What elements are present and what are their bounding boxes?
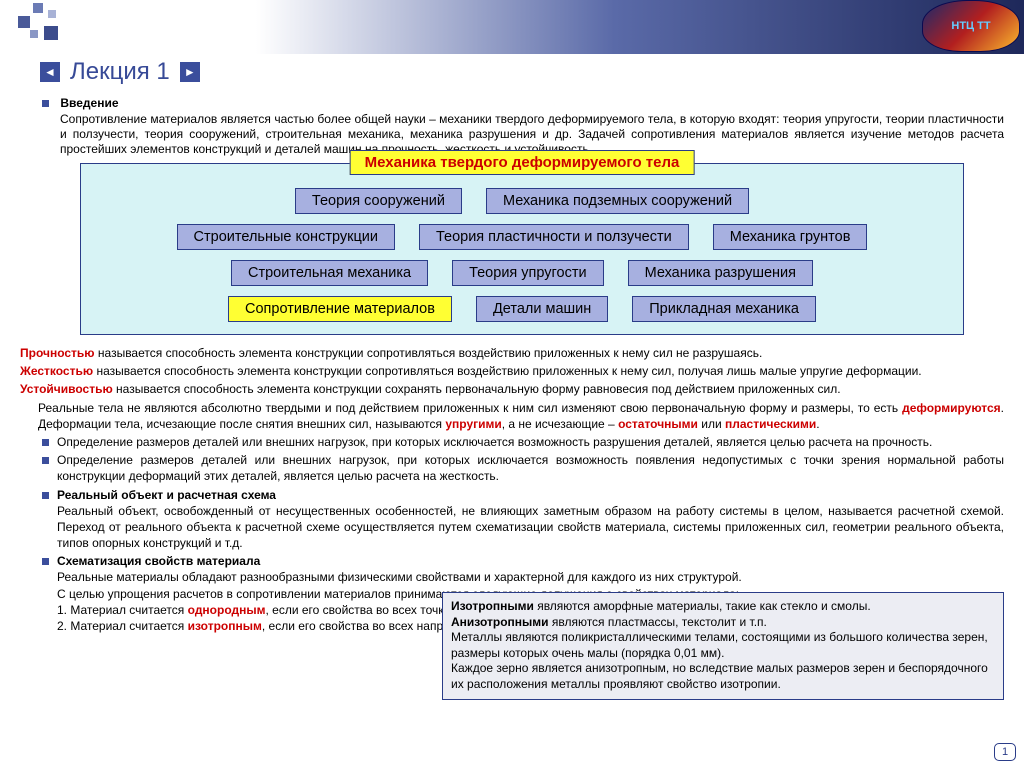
callout-l3: Металлы являются поликристаллическими те… xyxy=(451,630,988,660)
decor-square xyxy=(30,30,38,38)
diagram-title: Механика твердого деформируемого тела xyxy=(350,150,695,175)
page-title: Лекция 1 xyxy=(70,58,170,86)
decor-square xyxy=(48,10,56,18)
callout-l4: Каждое зерно является анизотропным, но в… xyxy=(451,661,988,691)
diagram-box: Механика разрушения xyxy=(628,260,813,286)
bullet-strength-calc: Определение размеров деталей или внешних… xyxy=(20,434,1004,450)
b4-head: Схематизация свойств материала xyxy=(57,554,260,568)
diagram-box: Строительные конструкции xyxy=(177,224,395,250)
b3-head: Реальный объект и расчетная схема xyxy=(57,488,276,502)
term-elastic: упругими xyxy=(445,417,501,431)
callout-term-iso: Изотропными xyxy=(451,599,534,613)
bullet-icon xyxy=(42,457,49,464)
diagram-row: Сопротивление материалов Детали машин Прик… xyxy=(95,296,949,322)
content-area: Введение Сопротивление материалов являет… xyxy=(20,96,1004,634)
bullet-2-text: Определение размеров деталей или внешних… xyxy=(57,452,1004,484)
diagram-box: Сопротивление материалов xyxy=(228,296,452,322)
diagram-box: Теория пластичности и ползучести xyxy=(419,224,689,250)
diagram-box: Механика грунтов xyxy=(713,224,868,250)
callout-l1: являются аморфные материалы, такие как с… xyxy=(534,599,871,613)
diagram-container: Механика твердого деформируемого тела Те… xyxy=(80,163,964,335)
b4-l4a: 2. Материал считается xyxy=(57,619,188,633)
d4-e: , а не исчезающие – xyxy=(502,417,618,431)
diagram-box: Теория упругости xyxy=(452,260,604,286)
logo-badge: НТЦ ТТ xyxy=(922,0,1020,52)
bullet-icon xyxy=(42,558,49,565)
intro-heading: Введение xyxy=(60,96,118,110)
bullet-3-text: Реальный объект и расчетная схема Реальн… xyxy=(57,487,1004,552)
b3-body: Реальный объект, освобожденный от несуще… xyxy=(57,504,1004,550)
callout-l2: являются пластмассы, текстолит и т.п. xyxy=(549,615,767,629)
diagram-row: Строительные конструкции Теория пластично… xyxy=(95,224,949,250)
diagram-row: Строительная механика Теория упругости Мех… xyxy=(95,260,949,286)
term-rigidity: Жесткостью xyxy=(20,364,93,378)
bullet-icon xyxy=(42,100,49,107)
bullet-rigidity-calc: Определение размеров деталей или внешних… xyxy=(20,452,1004,484)
def-strength-text: называется способность элемента конструк… xyxy=(95,346,763,360)
decor-square xyxy=(33,3,43,13)
bullet-1-text: Определение размеров деталей или внешних… xyxy=(57,434,1004,450)
term-stability: Устойчивостью xyxy=(20,382,113,396)
diagram-row: Теория сооружений Механика подземных соор… xyxy=(95,188,949,214)
def-stability-text: называется способность элемента конструк… xyxy=(113,382,841,396)
d4-i: . xyxy=(816,417,819,431)
page-number: 1 xyxy=(994,743,1016,761)
def-deformation: Реальные тела не являются абсолютно твер… xyxy=(20,400,1004,432)
diagram-box: Детали машин xyxy=(476,296,608,322)
callout-term-aniso: Анизотропными xyxy=(451,615,549,629)
d4-g: или xyxy=(698,417,725,431)
term-deform: деформируются xyxy=(902,401,1001,415)
def-stability: Устойчивостью называется способность эле… xyxy=(20,381,1004,397)
top-gradient-band: НТЦ ТТ xyxy=(0,0,1024,54)
d4-a: Реальные тела не являются абсолютно твер… xyxy=(38,401,902,415)
def-rigidity: Жесткостью называется способность элемен… xyxy=(20,363,1004,379)
diagram-box: Теория сооружений xyxy=(295,188,462,214)
prev-slide-button[interactable]: ◄ xyxy=(40,62,60,82)
diagram-box: Механика подземных сооружений xyxy=(486,188,749,214)
b4-l1: Реальные материалы обладают разнообразны… xyxy=(57,570,742,584)
term-isotropic: изотропным xyxy=(188,619,262,633)
bullet-icon xyxy=(42,439,49,446)
term-residual: остаточными xyxy=(618,417,698,431)
decor-square xyxy=(18,16,30,28)
bullet-real-object: Реальный объект и расчетная схема Реальн… xyxy=(20,487,1004,552)
diagram-rows: Теория сооружений Механика подземных соор… xyxy=(95,188,949,322)
diagram-box: Прикладная механика xyxy=(632,296,816,322)
b4-l3a: 1. Материал считается xyxy=(57,603,188,617)
def-strength: Прочностью называется способность элемен… xyxy=(20,345,1004,361)
diagram-box: Строительная механика xyxy=(231,260,428,286)
intro-heading-row: Введение xyxy=(20,96,1004,110)
decor-square xyxy=(44,26,58,40)
term-plastic: пластическими xyxy=(725,417,816,431)
term-strength: Прочностью xyxy=(20,346,95,360)
bullet-icon xyxy=(42,492,49,499)
definitions-block: Прочностью называется способность элемен… xyxy=(20,345,1004,634)
next-slide-button[interactable]: ► xyxy=(180,62,200,82)
term-homogeneous: однородным xyxy=(188,603,266,617)
callout-box: Изотропными являются аморфные материалы,… xyxy=(442,592,1004,700)
title-row: ◄ Лекция 1 ► xyxy=(40,58,200,86)
def-rigidity-text: называется способность элемента конструк… xyxy=(93,364,922,378)
